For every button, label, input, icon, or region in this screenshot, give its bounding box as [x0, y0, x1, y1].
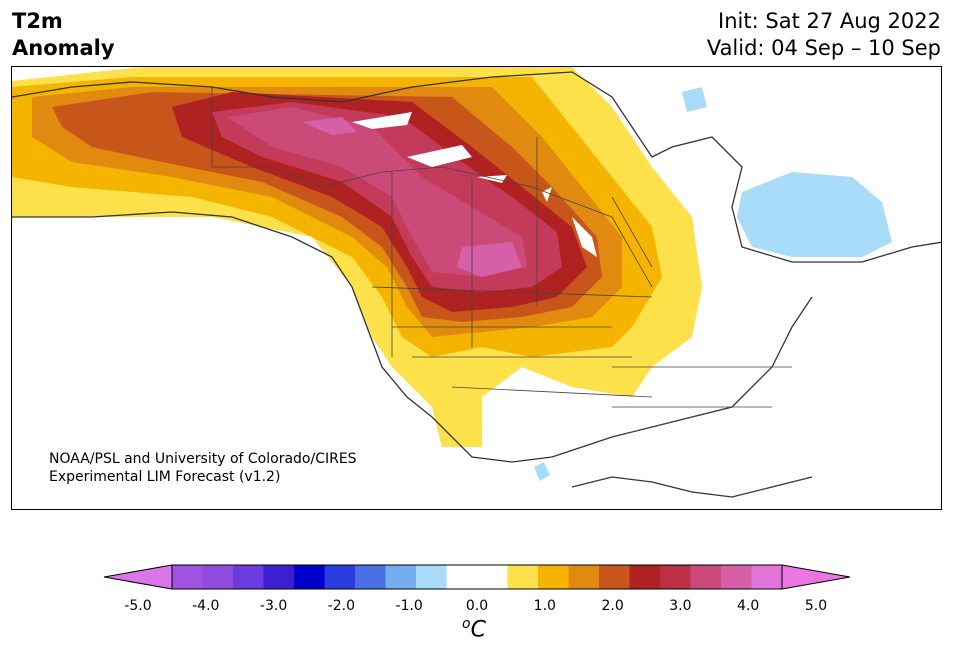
colorbar-tick-label: -1.0	[395, 598, 423, 614]
colorbar-bin	[446, 565, 478, 589]
forecast-dates: Init: Sat 27 Aug 2022 Valid: 04 Sep – 10…	[707, 8, 941, 62]
colorbar-tick-label: 2.0	[601, 598, 624, 614]
colorbar-tick-label: -5.0	[124, 598, 152, 614]
quantity-label: Anomaly	[12, 36, 115, 60]
colorbar-under-arrow	[104, 564, 173, 590]
colorbar-unit: oC	[462, 616, 486, 642]
colorbar-bin	[294, 565, 325, 589]
colorbar-tick-label: 3.0	[669, 598, 692, 614]
colorbar-bin	[568, 565, 600, 589]
colorbar-bin	[599, 565, 630, 589]
colorbar-bin	[751, 565, 783, 589]
coastlines	[12, 71, 941, 498]
colorbar-bin	[324, 565, 356, 589]
credit-line-2: Experimental LIM Forecast (v1.2)	[49, 469, 281, 485]
anomaly-band-4-0	[302, 117, 522, 277]
colorbar-tick-label: 0.0	[465, 598, 489, 614]
anomaly-map: NOAA/PSL and University of Colorado/CIRE…	[11, 66, 942, 510]
valid-range: Valid: 04 Sep – 10 Sep	[706, 36, 941, 60]
colorbar-tick-label: 4.0	[737, 598, 760, 614]
colorbar-bin	[233, 565, 264, 589]
cold-anomaly-field	[534, 87, 892, 481]
warm-anomaly-field	[12, 67, 702, 447]
colorbar-tick-label: -3.0	[259, 598, 288, 614]
colorbar-bin	[538, 565, 569, 589]
colorbar-over-arrow	[781, 564, 850, 590]
colorbar-bin	[202, 565, 234, 589]
colorbar-bin	[660, 565, 691, 589]
map-title: T2m Anomaly	[12, 8, 115, 62]
variable-label: T2m	[12, 9, 63, 33]
map-canvas	[12, 67, 941, 498]
colorbar-bin	[690, 565, 722, 589]
colorbar	[104, 564, 850, 590]
colorbar-bin	[172, 565, 203, 589]
colorbar-bin	[721, 565, 752, 589]
colorbar-tick-label: -4.0	[192, 598, 220, 614]
colorbar-bin	[507, 565, 539, 589]
colorbar-bin	[355, 565, 386, 589]
cold-band-hudson	[737, 172, 892, 257]
unit-degree: o	[462, 616, 471, 632]
map-credit: NOAA/PSL and University of Colorado/CIRE…	[49, 450, 357, 486]
colorbar-tick-label: 1.0	[533, 598, 556, 614]
colorbar-bin	[629, 565, 661, 589]
credit-line-1: NOAA/PSL and University of Colorado/CIRE…	[49, 451, 357, 467]
colorbar-border	[171, 564, 783, 590]
init-date: Init: Sat 27 Aug 2022	[718, 9, 941, 33]
cold-band-arctic	[682, 87, 707, 112]
unit-base: C	[470, 617, 486, 643]
political-borders	[211, 87, 792, 408]
colorbar-bin	[385, 565, 417, 589]
colorbar-bin	[263, 565, 295, 589]
cold-band-mexico	[534, 462, 550, 481]
colorbar-bin	[416, 565, 447, 589]
anomaly-band-3-5	[227, 107, 527, 277]
colorbar-tick-label: -2.0	[327, 598, 356, 614]
colorbar-bin	[477, 565, 508, 589]
great-lakes	[352, 112, 597, 257]
colorbar-tick-label: 5.0	[804, 598, 828, 614]
